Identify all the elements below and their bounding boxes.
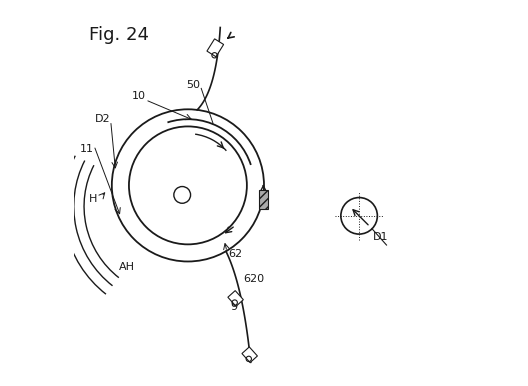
Text: AH: AH bbox=[119, 262, 135, 272]
Bar bbox=[242, 347, 258, 362]
Text: Fig. 24: Fig. 24 bbox=[89, 25, 149, 44]
Bar bbox=[228, 291, 243, 306]
Text: D2: D2 bbox=[95, 114, 110, 124]
Bar bbox=[259, 190, 268, 209]
Text: 9: 9 bbox=[230, 302, 237, 312]
Bar bbox=[207, 39, 224, 57]
Text: 62: 62 bbox=[228, 249, 242, 259]
Text: 10: 10 bbox=[131, 91, 145, 101]
Text: H: H bbox=[89, 194, 98, 204]
Text: 620: 620 bbox=[243, 274, 264, 284]
Text: D1: D1 bbox=[372, 232, 388, 242]
Text: 11: 11 bbox=[80, 144, 94, 154]
Text: 50: 50 bbox=[186, 80, 201, 90]
